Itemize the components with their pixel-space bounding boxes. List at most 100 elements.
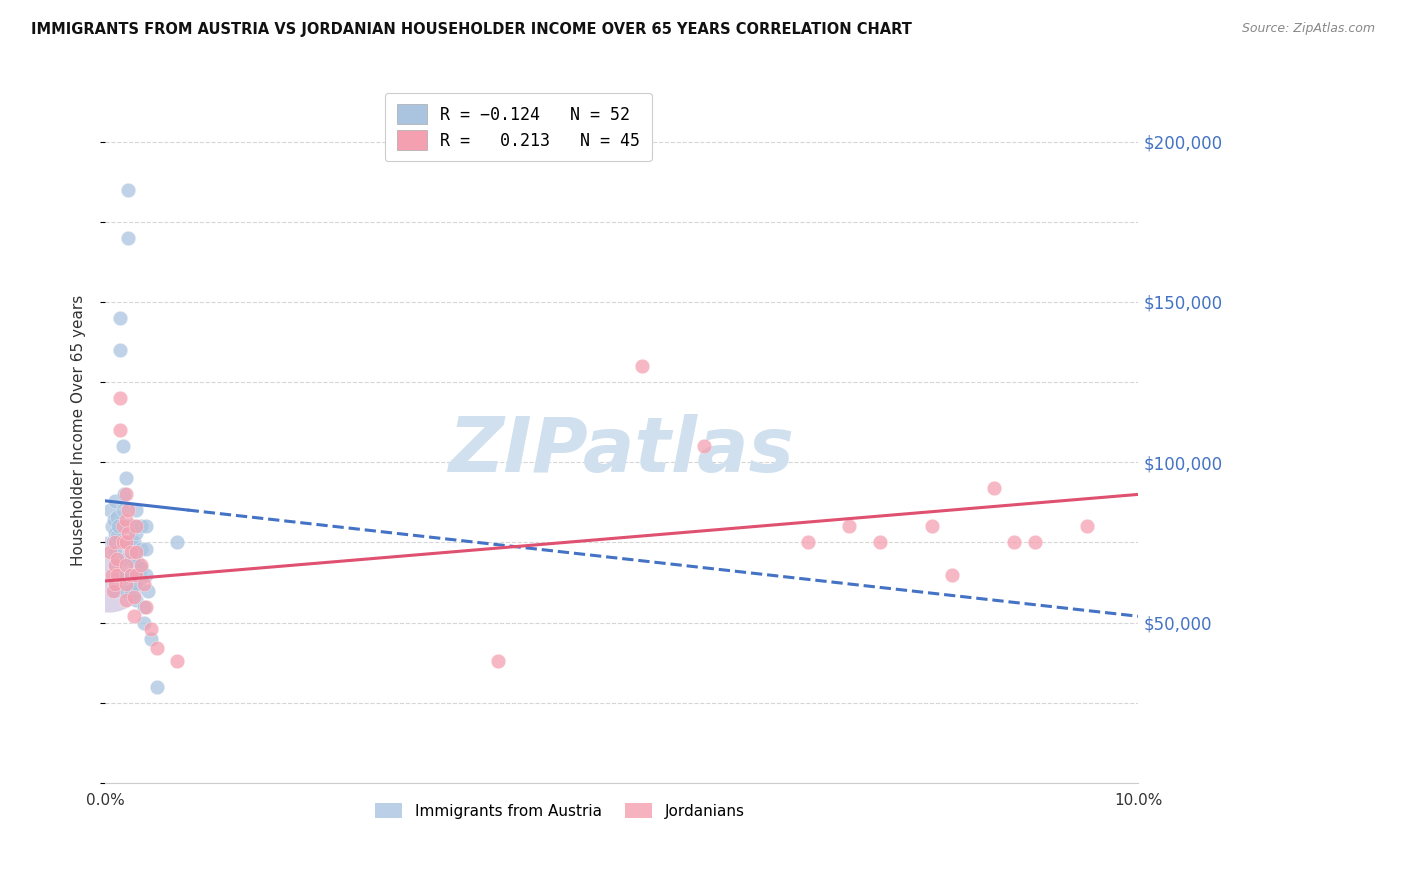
Point xyxy=(135,567,157,582)
Point xyxy=(110,423,132,437)
Point xyxy=(129,541,152,556)
Point xyxy=(117,183,139,197)
Point xyxy=(114,577,136,591)
Point xyxy=(104,567,127,582)
Point xyxy=(125,545,148,559)
Point xyxy=(129,558,152,572)
Point xyxy=(117,231,139,245)
Point xyxy=(120,519,142,533)
Point xyxy=(104,558,127,572)
Point xyxy=(114,487,136,501)
Point xyxy=(104,525,127,540)
Point xyxy=(120,545,142,559)
Point xyxy=(120,535,142,549)
Point xyxy=(103,535,125,549)
Point xyxy=(103,513,125,527)
Point xyxy=(129,519,152,533)
Point xyxy=(120,583,142,598)
Point xyxy=(921,519,943,533)
Point xyxy=(101,519,124,533)
Point xyxy=(104,535,127,549)
Point xyxy=(110,391,132,405)
Point xyxy=(114,471,136,485)
Point xyxy=(110,310,132,325)
Point xyxy=(114,519,136,533)
Point xyxy=(869,535,891,549)
Point xyxy=(114,558,136,572)
Point xyxy=(112,487,135,501)
Point xyxy=(135,541,157,556)
Point xyxy=(838,519,860,533)
Point xyxy=(1024,535,1046,549)
Point xyxy=(125,519,148,533)
Text: IMMIGRANTS FROM AUSTRIA VS JORDANIAN HOUSEHOLDER INCOME OVER 65 YEARS CORRELATIO: IMMIGRANTS FROM AUSTRIA VS JORDANIAN HOU… xyxy=(31,22,912,37)
Point xyxy=(107,519,129,533)
Point xyxy=(101,567,124,582)
Legend: Immigrants from Austria, Jordanians: Immigrants from Austria, Jordanians xyxy=(368,797,751,825)
Point xyxy=(98,545,121,559)
Point xyxy=(941,567,963,582)
Point xyxy=(486,654,509,668)
Point xyxy=(145,641,167,656)
Point xyxy=(145,680,167,694)
Point xyxy=(117,503,139,517)
Point xyxy=(111,439,134,453)
Text: ZIPatlas: ZIPatlas xyxy=(449,415,794,489)
Text: Source: ZipAtlas.com: Source: ZipAtlas.com xyxy=(1241,22,1375,36)
Point xyxy=(1002,535,1025,549)
Point xyxy=(796,535,818,549)
Point xyxy=(125,545,148,559)
Point xyxy=(110,343,132,357)
Point xyxy=(134,577,156,591)
Point xyxy=(129,561,152,575)
Point xyxy=(135,519,157,533)
Point xyxy=(105,509,128,524)
Point xyxy=(111,535,134,549)
Point xyxy=(125,577,148,591)
Point xyxy=(105,567,128,582)
Point xyxy=(138,583,160,598)
Point xyxy=(104,558,127,572)
Point xyxy=(105,529,128,543)
Point xyxy=(103,583,125,598)
Point xyxy=(120,567,142,582)
Point xyxy=(166,535,188,549)
Point xyxy=(122,609,145,624)
Y-axis label: Householder Income Over 65 years: Householder Income Over 65 years xyxy=(72,294,86,566)
Point xyxy=(125,567,148,582)
Point xyxy=(125,593,148,607)
Point xyxy=(120,567,142,582)
Point xyxy=(114,583,136,598)
Point xyxy=(114,593,136,607)
Point xyxy=(114,567,136,582)
Point xyxy=(122,551,145,566)
Point xyxy=(134,615,156,630)
Point xyxy=(125,525,148,540)
Point xyxy=(141,632,163,646)
Point xyxy=(117,525,139,540)
Point xyxy=(166,654,188,668)
Point xyxy=(114,513,136,527)
Point xyxy=(135,599,157,614)
Point xyxy=(120,551,142,566)
Point xyxy=(111,503,134,517)
Point xyxy=(693,439,716,453)
Point xyxy=(104,583,127,598)
Point xyxy=(983,481,1005,495)
Point xyxy=(125,558,148,572)
Point xyxy=(125,503,148,517)
Point xyxy=(104,545,127,559)
Point xyxy=(122,535,145,549)
Point xyxy=(631,359,654,373)
Point xyxy=(98,567,121,582)
Point xyxy=(122,519,145,533)
Point xyxy=(104,493,127,508)
Point xyxy=(114,535,136,549)
Point xyxy=(98,503,121,517)
Point xyxy=(141,622,163,636)
Point xyxy=(105,551,128,566)
Point xyxy=(1076,519,1098,533)
Point xyxy=(104,577,127,591)
Point xyxy=(114,535,136,549)
Point xyxy=(122,590,145,604)
